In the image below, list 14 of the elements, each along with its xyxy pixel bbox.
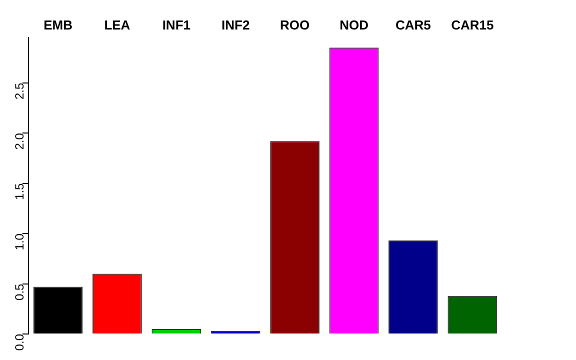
y-tick-label: 1.5 — [12, 182, 27, 200]
x-tick-label: EMB — [44, 17, 72, 32]
y-tick-label: 0.0 — [12, 334, 27, 351]
x-tick-label: INF1 — [162, 17, 190, 32]
y-tick-label: 1.0 — [12, 233, 27, 250]
x-tick-label: NOD — [340, 17, 368, 32]
x-tick-label: ROO — [280, 17, 310, 32]
x-tick-label: CAR5 — [395, 17, 431, 32]
y-tick-label: 0.5 — [12, 283, 27, 300]
y-tick-label: 2.0 — [12, 132, 27, 150]
x-tick-label: INF2 — [222, 17, 250, 32]
x-tick-label: CAR15 — [451, 17, 494, 32]
y-tick-label: 2.5 — [12, 82, 27, 100]
x-tick-label: LEA — [104, 17, 131, 32]
